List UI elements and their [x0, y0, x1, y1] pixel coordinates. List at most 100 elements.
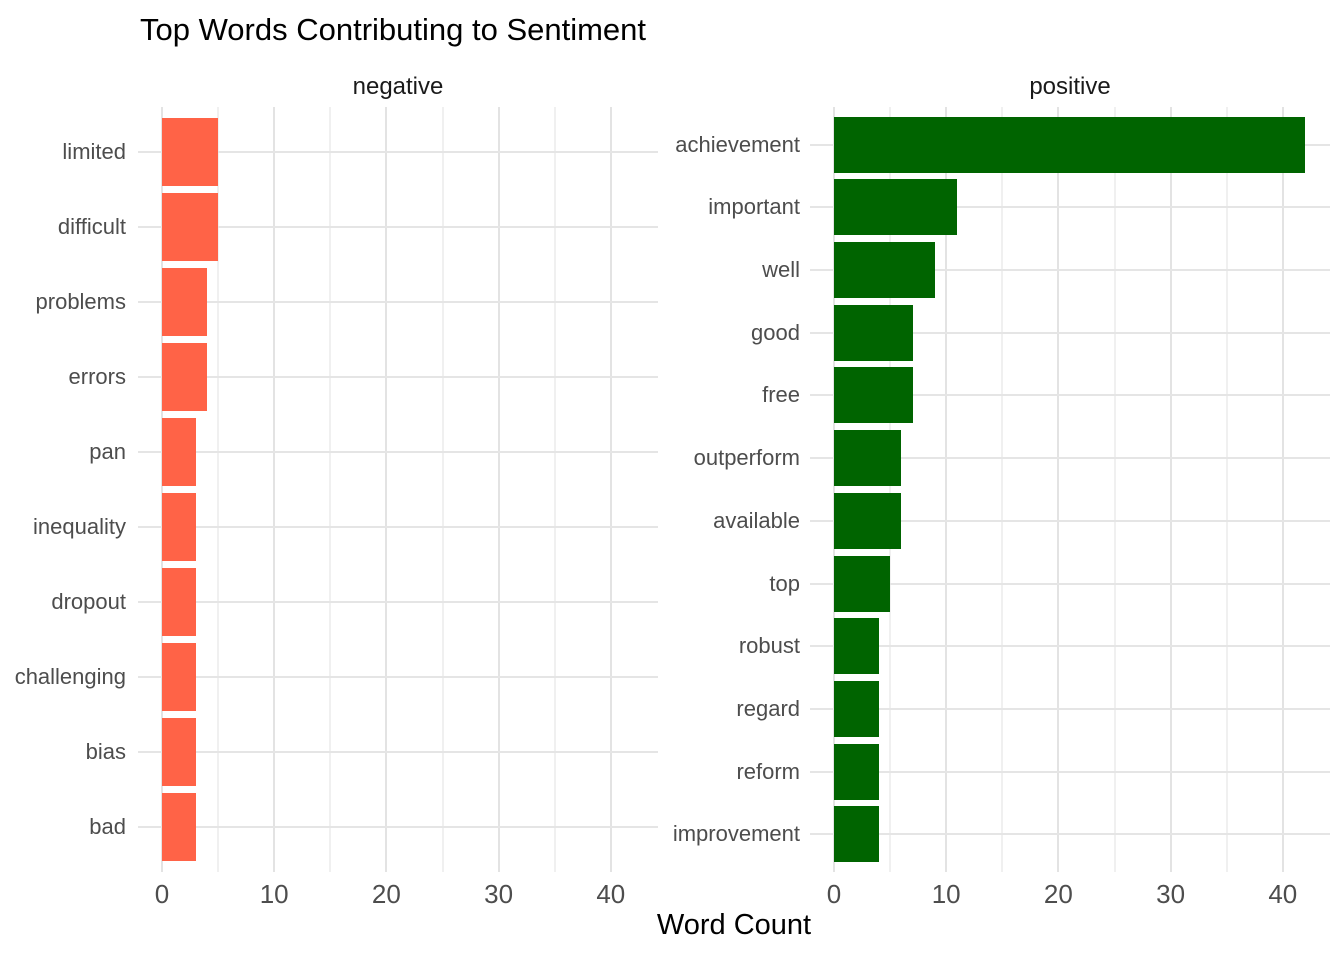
bar-pan — [162, 418, 196, 486]
y-category-label: reform — [736, 758, 800, 784]
bar-well — [834, 242, 935, 299]
gridline-major-vertical — [945, 107, 948, 872]
gridline-row-horizontal — [138, 301, 658, 303]
bar-limited — [162, 118, 219, 186]
y-category-label: top — [769, 570, 800, 596]
y-axis-labels-negative: limited difficult problems errors pan inequal… — [0, 107, 126, 872]
gridline-major-vertical — [273, 107, 276, 872]
gridline-major-vertical — [385, 107, 388, 872]
gridline-row-horizontal — [138, 751, 658, 753]
facet-panel-negative — [138, 107, 658, 872]
y-category-label: free — [762, 382, 800, 408]
gridline-row-horizontal — [138, 151, 658, 153]
bar-achievement — [834, 116, 1306, 173]
bar-improvement — [834, 806, 879, 863]
facet-strip-negative: negative — [352, 73, 444, 100]
y-category-label: limited — [62, 139, 126, 164]
gridline-row-horizontal — [810, 770, 1330, 773]
y-category-label: pan — [89, 439, 126, 464]
bar-inequality — [162, 493, 196, 561]
x-tick-label: 0 — [826, 879, 842, 909]
bar-errors — [162, 343, 207, 411]
y-category-label: regard — [736, 695, 800, 721]
bar-regard — [834, 680, 879, 737]
gridline-minor-vertical — [217, 107, 220, 872]
gridline-row-horizontal — [810, 269, 1330, 272]
y-category-label: important — [708, 194, 800, 220]
x-tick-label: 20 — [1043, 879, 1073, 909]
gridline-minor-vertical — [1113, 107, 1116, 872]
bar-bad — [162, 793, 196, 861]
y-category-label: challenging — [14, 664, 126, 689]
gridline-row-horizontal — [138, 226, 658, 228]
y-category-label: robust — [738, 633, 800, 659]
x-tick-label: 10 — [259, 879, 289, 909]
gridline-major-vertical — [1281, 107, 1284, 872]
bar-available — [834, 492, 902, 549]
gridline-row-horizontal — [810, 457, 1330, 460]
y-category-label: bias — [85, 739, 126, 764]
gridline-minor-vertical — [1001, 107, 1004, 872]
gridline-row-horizontal — [138, 451, 658, 453]
facet-strip-positive: positive — [1029, 73, 1111, 100]
y-category-label: well — [762, 257, 800, 283]
gridline-row-horizontal — [810, 206, 1330, 209]
gridline-major-vertical — [497, 107, 500, 872]
gridline-minor-vertical — [329, 107, 332, 872]
x-tick-label: 0 — [154, 879, 170, 909]
gridline-major-vertical — [1169, 107, 1172, 872]
bar-challenging — [162, 643, 196, 711]
bar-reform — [834, 743, 879, 800]
gridline-row-horizontal — [810, 645, 1330, 648]
bar-bias — [162, 718, 196, 786]
gridline-row-horizontal — [138, 676, 658, 678]
y-category-label: inequality — [33, 514, 126, 539]
x-axis-title: Word Count — [656, 909, 812, 941]
bar-outperform — [834, 430, 902, 487]
x-tick-label: 40 — [596, 879, 626, 909]
gridline-row-horizontal — [810, 833, 1330, 836]
bar-problems — [162, 268, 207, 336]
gridline-minor-vertical — [1225, 107, 1228, 872]
gridline-row-horizontal — [138, 526, 658, 528]
y-category-label: achievement — [675, 131, 800, 157]
y-category-label: bad — [89, 814, 126, 839]
x-tick-label: 30 — [484, 879, 514, 909]
x-tick-label: 30 — [1156, 879, 1186, 909]
gridline-major-vertical — [1057, 107, 1060, 872]
bar-good — [834, 304, 913, 361]
bar-free — [834, 367, 913, 424]
gridline-row-horizontal — [810, 519, 1330, 522]
gridline-major-vertical — [161, 107, 163, 872]
y-axis-labels-positive: achievement important well good free outperfo… — [656, 107, 800, 872]
facet-panel-positive — [810, 107, 1330, 872]
chart-title: Top Words Contributing to Sentiment — [140, 12, 647, 47]
bar-dropout — [162, 568, 196, 636]
y-category-label: dropout — [51, 589, 126, 614]
y-category-label: good — [751, 319, 800, 345]
gridline-row-horizontal — [810, 707, 1330, 710]
bar-top — [834, 555, 891, 612]
x-tick-label: 40 — [1268, 879, 1298, 909]
gridline-row-horizontal — [138, 601, 658, 603]
x-tick-label: 20 — [371, 879, 401, 909]
y-category-label: problems — [35, 289, 126, 314]
x-tick-label: 10 — [931, 879, 961, 909]
y-category-label: available — [713, 507, 800, 533]
bar-important — [834, 179, 958, 236]
y-category-label: errors — [68, 364, 126, 389]
y-category-label: improvement — [672, 821, 800, 847]
gridline-minor-vertical — [889, 107, 892, 872]
gridline-major-vertical — [833, 107, 835, 872]
bar-difficult — [162, 193, 219, 261]
y-category-label: outperform — [693, 445, 800, 471]
gridline-minor-vertical — [553, 107, 556, 872]
gridline-row-horizontal — [810, 394, 1330, 397]
gridline-row-horizontal — [810, 582, 1330, 585]
gridline-row-horizontal — [138, 826, 658, 828]
gridline-major-vertical — [609, 107, 612, 872]
gridline-row-horizontal — [138, 376, 658, 378]
gridline-row-horizontal — [810, 331, 1330, 334]
y-category-label: difficult — [57, 214, 126, 239]
